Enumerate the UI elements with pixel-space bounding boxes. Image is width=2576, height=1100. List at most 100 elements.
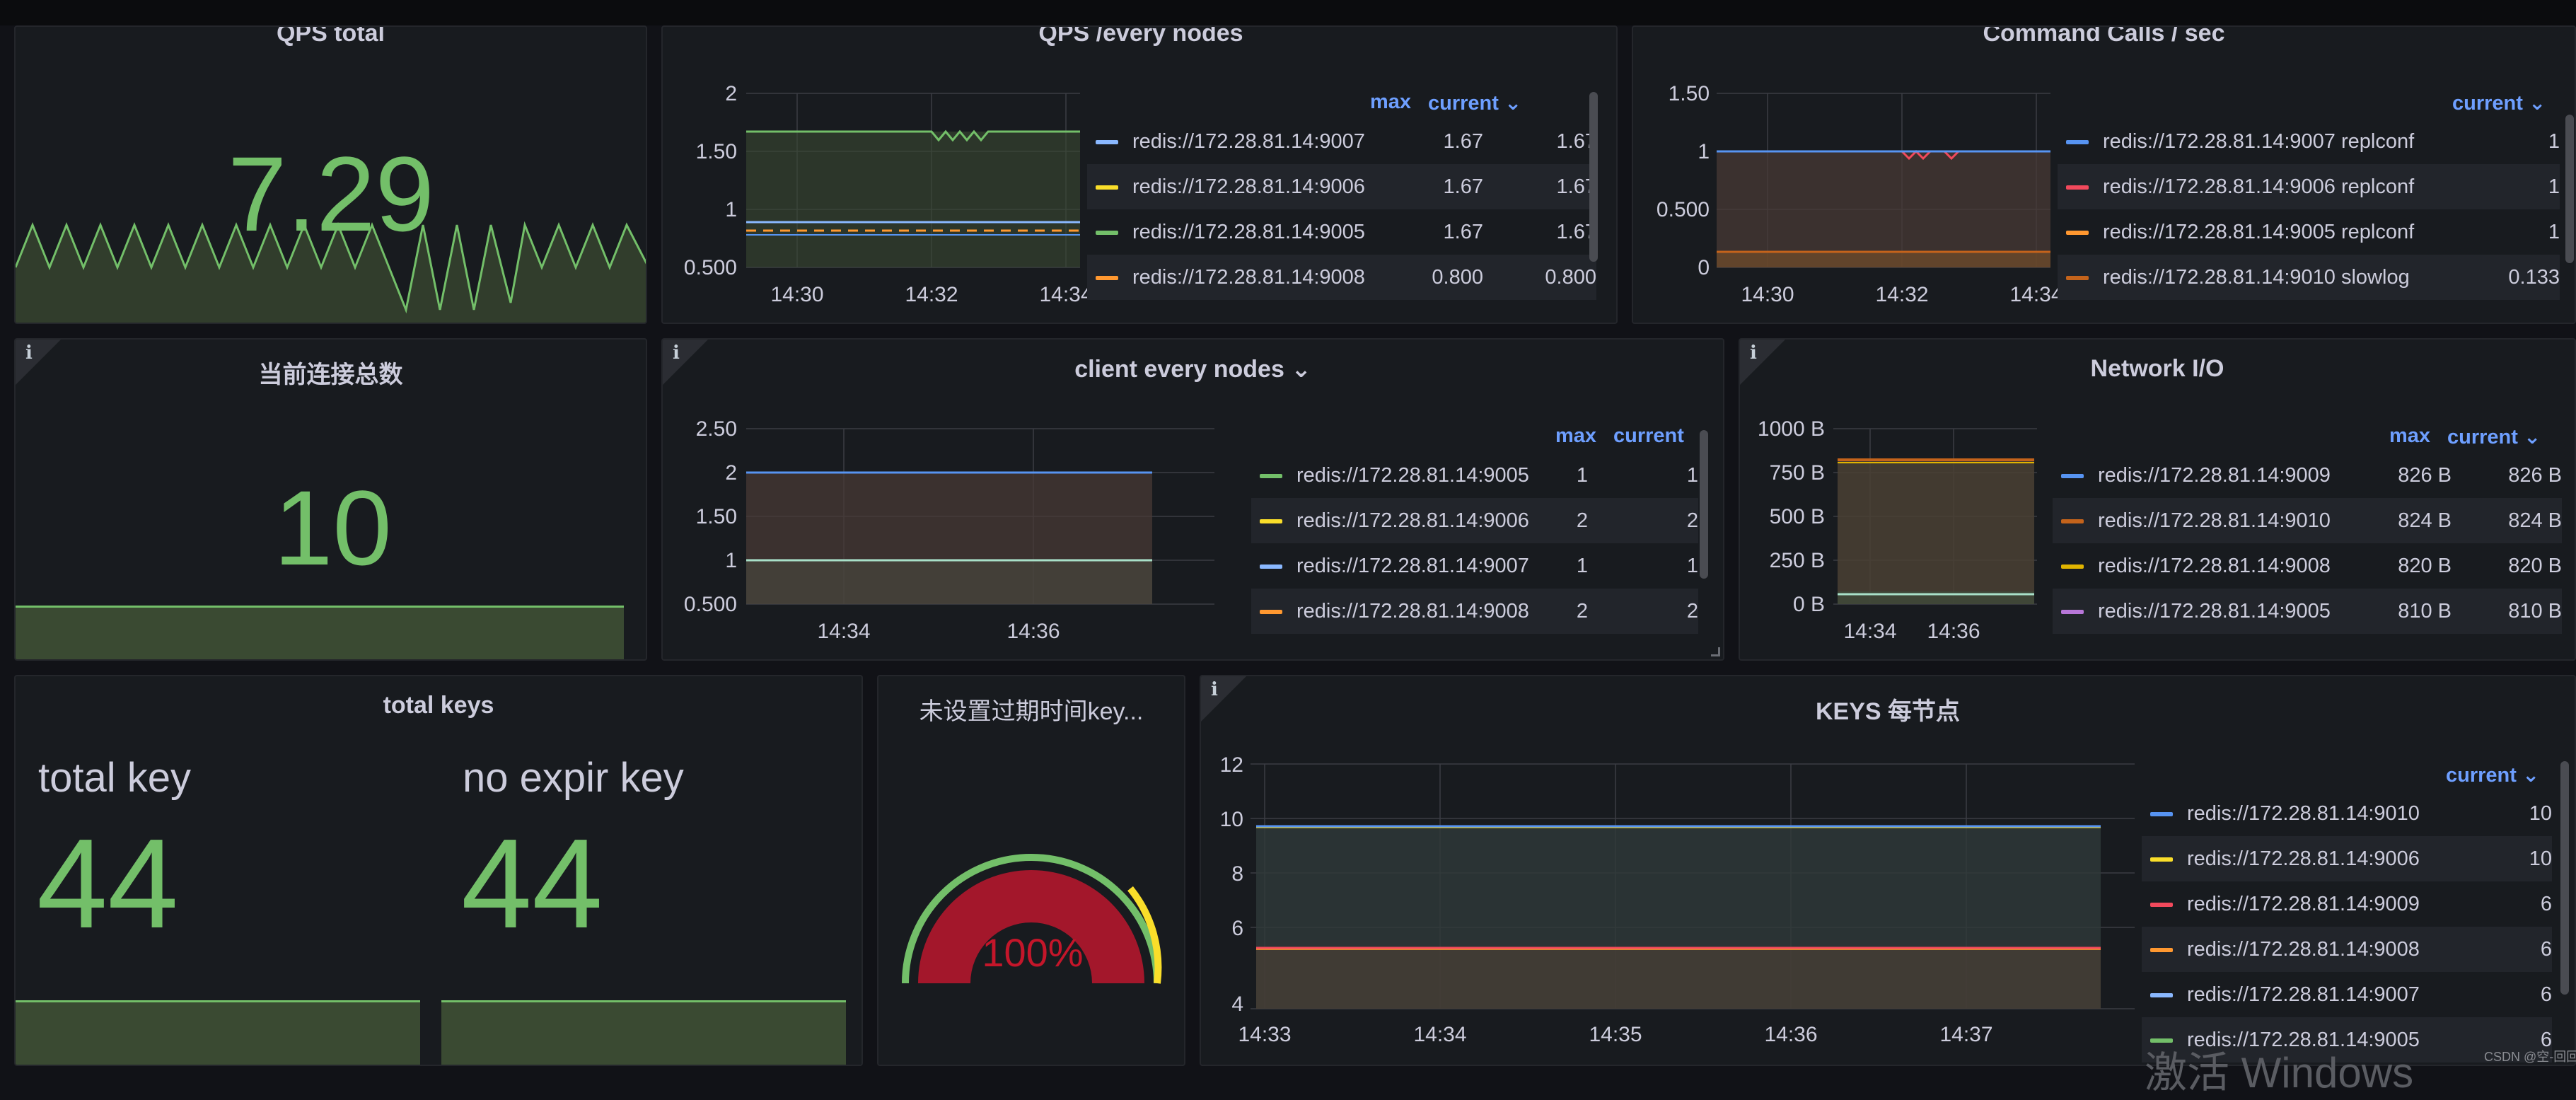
y-tick-labels: 12 10 8 6 4 [1220, 753, 1243, 1016]
legend-row[interactable]: redis://172.28.81.14:9005 1 1 [1251, 453, 1698, 498]
series-max: 826 B [2398, 464, 2452, 487]
series-swatch [2066, 185, 2089, 190]
legend-row[interactable]: redis://172.28.81.14:9005 1.67 1.67 [1087, 209, 1596, 255]
panel-network-io[interactable]: i Network I/O 1000 B 750 B 500 B 250 B 0… [1739, 338, 2576, 661]
series-current: 1 [2548, 130, 2560, 153]
panel-qps-nodes[interactable]: QPS /every nodes 2 1.50 1 0.500 14:30 14… [661, 25, 1618, 324]
y-tick: 8 [1231, 862, 1243, 886]
legend-scrollbar[interactable] [1700, 430, 1708, 579]
windows-activation-watermark: 激活 Windows [2145, 1049, 2414, 1096]
series-swatch [1096, 276, 1118, 280]
panel-qps-total[interactable]: QPS total 7.29 [14, 25, 647, 324]
legend-scrollbar[interactable] [2565, 115, 2574, 263]
gauge-value: 100% [982, 930, 1084, 975]
legend-row[interactable]: redis://172.28.81.14:9010 824 B 824 B [2053, 498, 2562, 543]
series-current: 820 B [2508, 555, 2562, 577]
legend-header-current[interactable]: current ⌄ [1428, 92, 1522, 115]
series-swatch [2066, 276, 2089, 280]
panel-info-corner[interactable]: i [663, 340, 708, 385]
x-tick: 14:34 [1843, 620, 1896, 643]
info-icon[interactable]: i [673, 342, 680, 364]
panel-no-expire-keys[interactable]: 未设置过期时间key... 100% [877, 675, 1185, 1066]
legend-row[interactable]: redis://172.28.81.14:9007 1.67 1.67 [1087, 119, 1596, 164]
legend-row[interactable]: redis://172.28.81.14:9007 replconf 1 [2058, 119, 2560, 164]
legend-row[interactable]: redis://172.28.81.14:9010 slowlog 0.133 [2058, 255, 2560, 300]
legend-row[interactable]: redis://172.28.81.14:9008 2 2 [1251, 589, 1698, 634]
series-swatch [2061, 610, 2084, 614]
legend-row[interactable]: redis://172.28.81.14:9006 10 [2142, 836, 2552, 881]
legend-row[interactable]: redis://172.28.81.14:9008 0.800 0.800 [1087, 255, 1596, 300]
legend-row[interactable]: redis://172.28.81.14:9009 6 [2142, 881, 2552, 927]
legend-row[interactable]: redis://172.28.81.14:9005 replconf 1 [2058, 209, 2560, 255]
network-io-chart: 1000 B 750 B 500 B 250 B 0 B 14:34 14:36 [1758, 417, 2037, 643]
x-tick: 14:36 [1927, 620, 1980, 643]
legend-header-current[interactable]: current ⌄ [2447, 426, 2541, 448]
series-swatch [2150, 812, 2173, 816]
info-icon[interactable]: i [25, 342, 33, 364]
info-icon[interactable]: i [1750, 342, 1757, 364]
legend: max current redis://172.28.81.14:9005 1 … [1251, 417, 1698, 644]
legend-header-current[interactable]: current ⌄ [2452, 92, 2546, 115]
legend-row[interactable]: redis://172.28.81.14:9006 2 2 [1251, 498, 1698, 543]
legend-row[interactable]: redis://172.28.81.14:9007 1 1 [1251, 543, 1698, 589]
series-swatch [2066, 231, 2089, 235]
legend: current ⌄ redis://172.28.81.14:9007 repl… [2058, 83, 2560, 310]
series-current: 6 [2540, 938, 2552, 961]
series-name: redis://172.28.81.14:9006 [1132, 175, 1365, 198]
series-name: redis://172.28.81.14:9005 [2187, 1029, 2420, 1051]
y-tick-labels: 2.50 2 1.50 1 0.500 [684, 417, 737, 616]
series-max: 2 [1576, 600, 1588, 623]
series-swatch [1096, 140, 1118, 144]
series-swatch [2150, 993, 2173, 997]
panel-connections[interactable]: i 当前连接总数 10 [14, 338, 647, 661]
series-swatch [2061, 565, 2084, 569]
legend-row[interactable]: redis://172.28.81.14:9008 820 B 820 B [2053, 543, 2562, 589]
series-name: redis://172.28.81.14:9008 [2098, 555, 2331, 577]
legend-header-current[interactable]: current ⌄ [2446, 764, 2540, 787]
series-current: 6 [2540, 893, 2552, 915]
y-tick: 2 [725, 461, 737, 485]
panel-info-corner[interactable]: i [1740, 340, 1785, 385]
panel-info-corner[interactable]: i [16, 340, 61, 385]
series-swatch [1260, 474, 1282, 478]
legend-row[interactable]: redis://172.28.81.14:9008 6 [2142, 927, 2552, 972]
legend-row[interactable]: redis://172.28.81.14:9005 810 B 810 B [2053, 589, 2562, 634]
panel-command-calls[interactable]: Command Calls / sec 1.50 1 0.500 0 14:30… [1632, 25, 2576, 324]
info-icon[interactable]: i [1211, 679, 1218, 700]
stat-value-total-key: 44 [37, 813, 179, 955]
series-name: redis://172.28.81.14:9010 [2187, 802, 2420, 825]
legend-row[interactable]: redis://172.28.81.14:9009 826 B 826 B [2053, 453, 2562, 498]
qps-nodes-chart: 2 1.50 1 0.500 14:30 14:32 14:34 [684, 82, 1087, 306]
dashboard-top-bar [0, 0, 2576, 25]
qps-sparkline [16, 221, 646, 323]
series-name: redis://172.28.81.14:9006 replconf [2103, 175, 2415, 198]
legend-header-max[interactable]: max [2389, 424, 2431, 447]
series-name: redis://172.28.81.14:9009 [2187, 893, 2420, 915]
panel-keys-per-node[interactable]: i KEYS 每节点 12 10 8 6 4 14:33 14:34 14:35… [1200, 675, 2576, 1066]
panel-info-corner[interactable]: i [1201, 676, 1246, 722]
x-tick: 14:32 [905, 283, 958, 306]
legend-row[interactable]: redis://172.28.81.14:9006 1.67 1.67 [1087, 164, 1596, 209]
series-name: redis://172.28.81.14:9005 [1132, 221, 1365, 243]
legend-header-current[interactable]: current [1613, 424, 1684, 447]
legend-row[interactable]: redis://172.28.81.14:9006 replconf 1 [2058, 164, 2560, 209]
legend-row[interactable]: redis://172.28.81.14:9007 6 [2142, 972, 2552, 1017]
resize-handle[interactable] [1711, 647, 1720, 656]
panel-client-nodes[interactable]: i client every nodes ⌄ 2.50 2 1.50 1 0.5… [661, 338, 1724, 661]
legend-row[interactable]: redis://172.28.81.14:9005 6 [2142, 1017, 2552, 1063]
legend-header-max[interactable]: max [1370, 91, 1412, 113]
series-swatch [2150, 903, 2173, 907]
series-name: redis://172.28.81.14:9007 [1132, 130, 1365, 153]
panel-title[interactable]: client every nodes ⌄ [1074, 356, 1311, 383]
panel-total-keys[interactable]: total keys total key 44 no expir key 44 [14, 675, 863, 1066]
x-tick: 14:36 [1006, 620, 1060, 643]
legend-scrollbar[interactable] [2560, 761, 2569, 995]
panel-title: 未设置过期时间key... [919, 698, 1144, 725]
series-current: 1 [2548, 221, 2560, 243]
legend-scrollbar[interactable] [1589, 92, 1598, 262]
x-tick-labels: 14:30 14:32 14:34 [1741, 283, 2058, 306]
x-tick: 14:30 [770, 283, 823, 306]
legend-header-max[interactable]: max [1555, 424, 1597, 447]
legend-row[interactable]: redis://172.28.81.14:9010 10 [2142, 791, 2552, 836]
y-tick: 0.500 [1657, 198, 1710, 221]
